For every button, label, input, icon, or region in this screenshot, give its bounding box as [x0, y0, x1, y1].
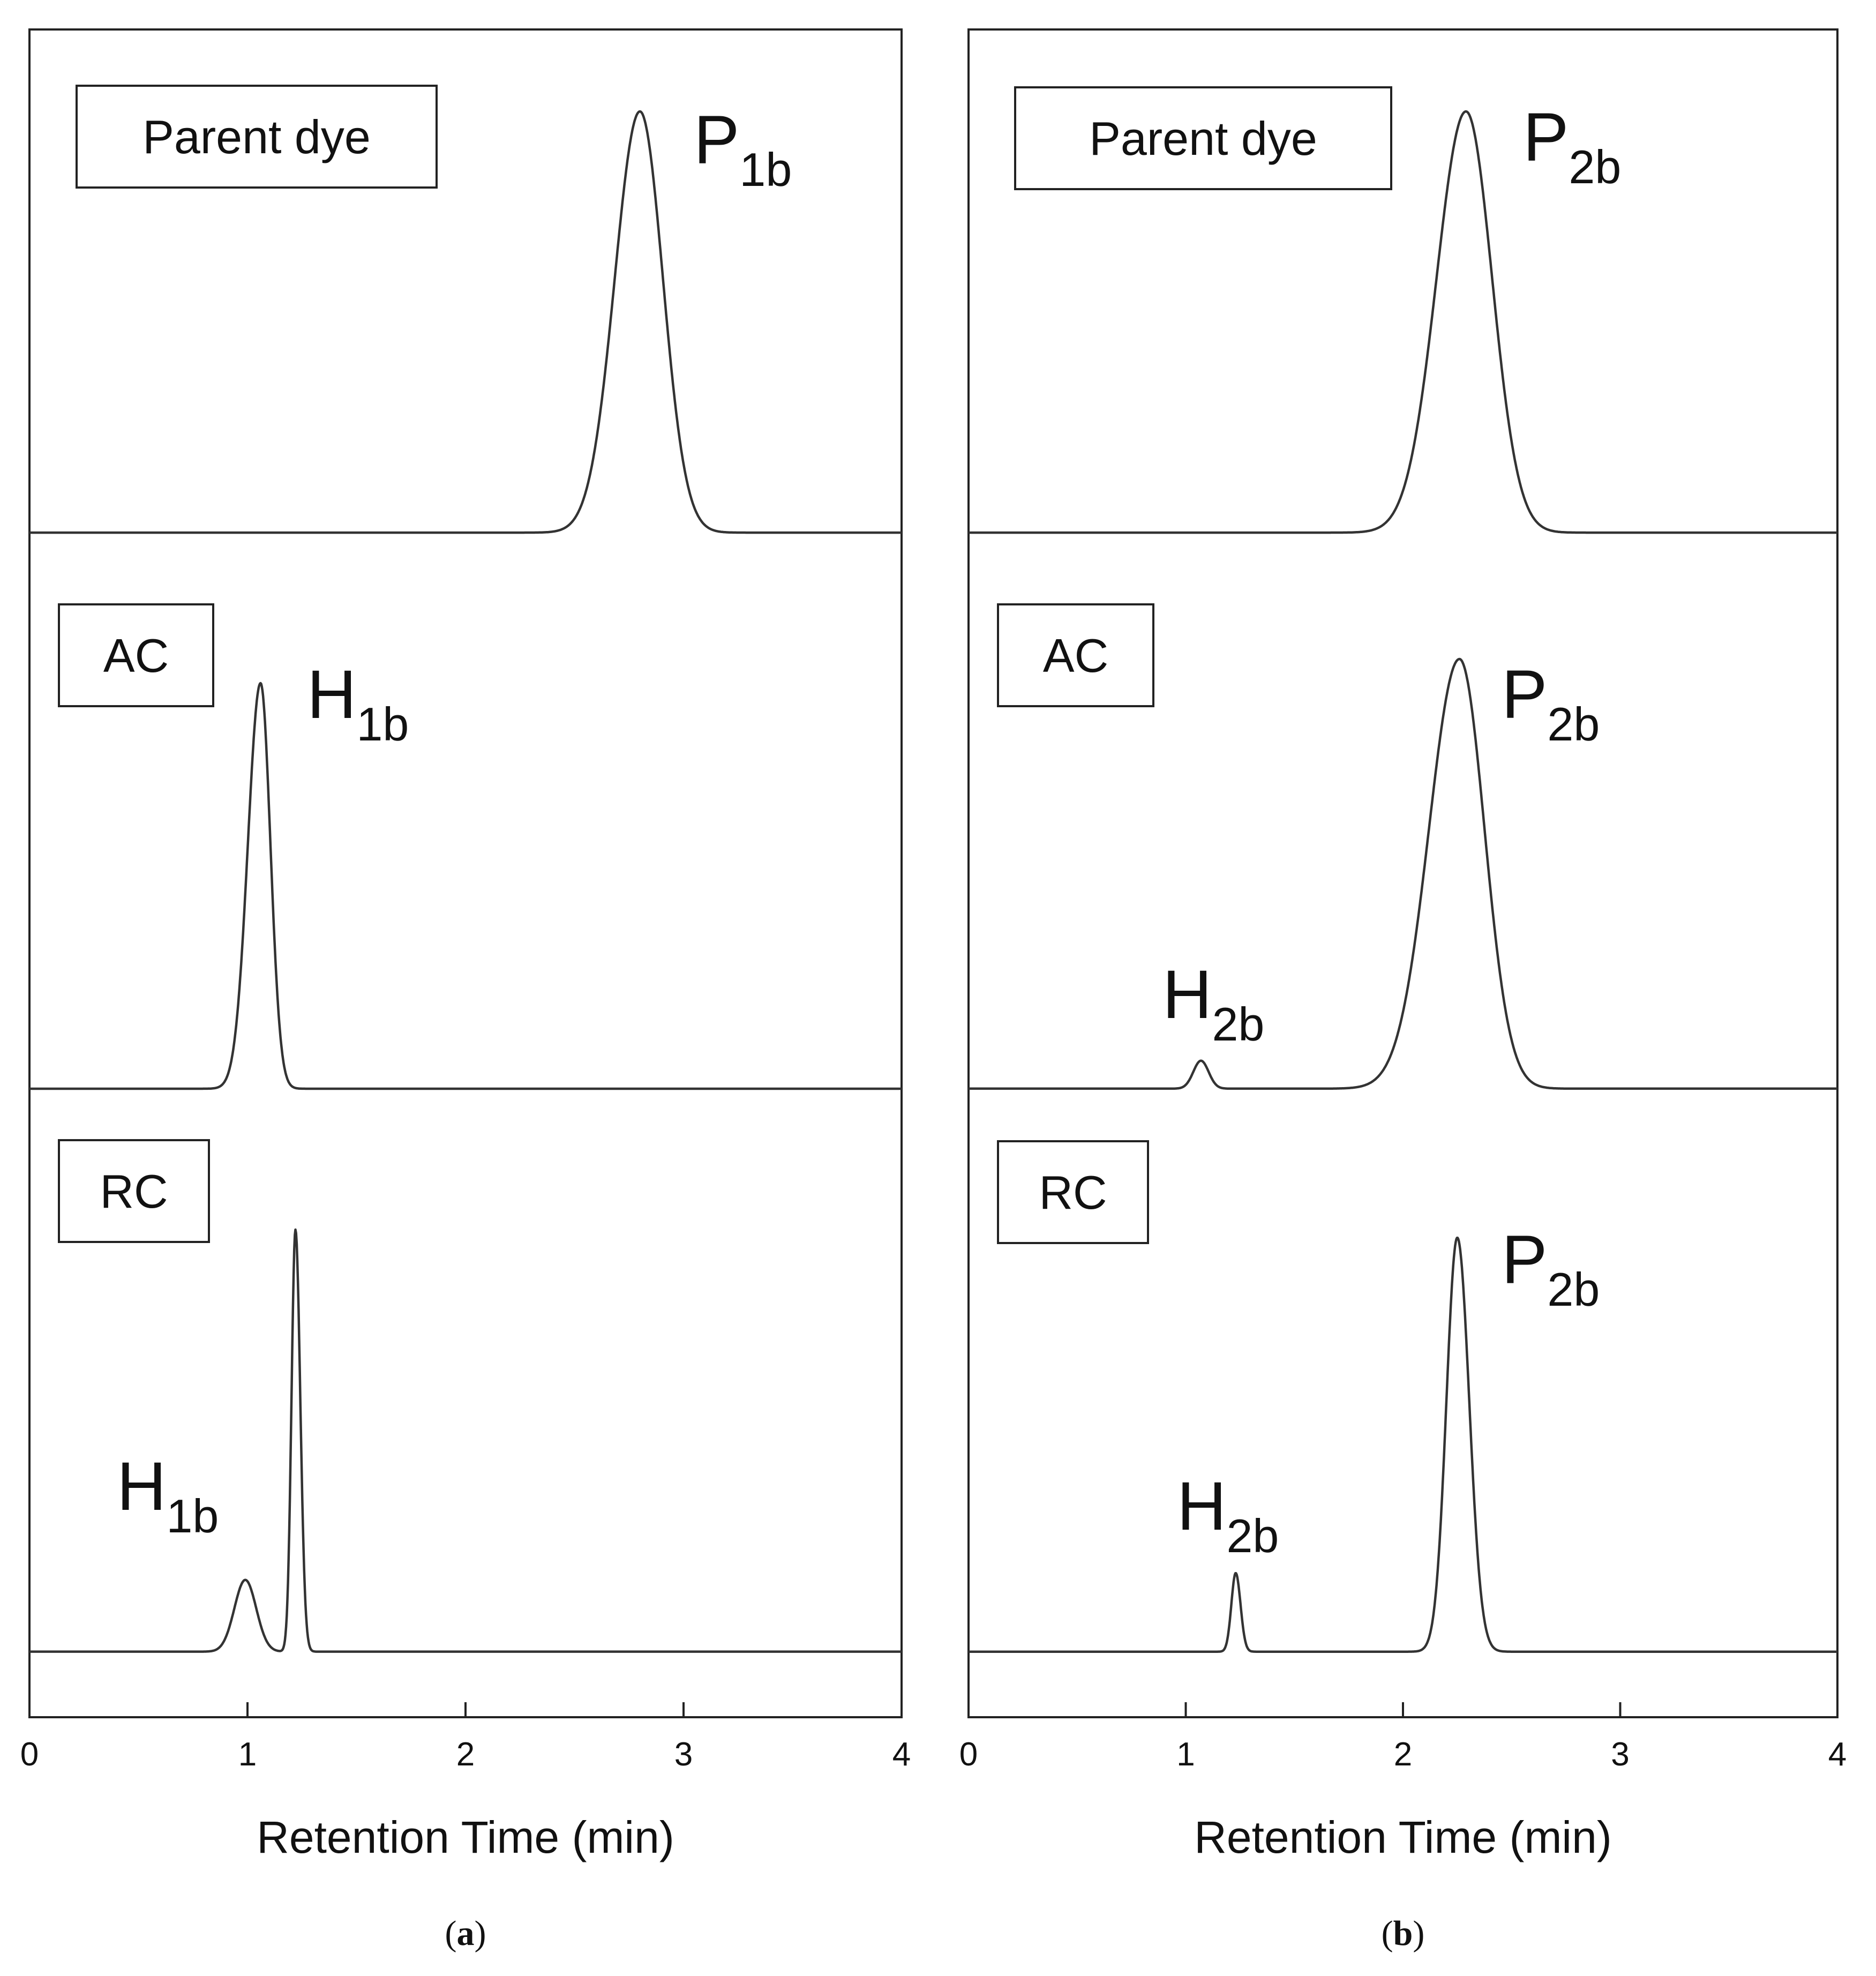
- x-tick-label: 1: [1176, 1736, 1195, 1773]
- sample-label: AC: [1043, 629, 1108, 682]
- panel-caption-close: ): [475, 1914, 486, 1953]
- peak-label-subscript: 2b: [1212, 998, 1264, 1051]
- plot-frame: [967, 28, 1839, 1718]
- peak-label: H1b: [117, 1448, 219, 1543]
- peak-label: P2b: [1523, 99, 1621, 193]
- sample-label-box: [997, 603, 1154, 707]
- x-axis-title: Retention Time (min): [1194, 1812, 1612, 1862]
- peak-label: H2b: [1162, 956, 1264, 1051]
- panel-caption-open: (: [1382, 1914, 1393, 1953]
- peak-label-subscript: 1b: [166, 1490, 219, 1543]
- sample-label: RC: [100, 1165, 168, 1218]
- peak-label-subscript: 1b: [739, 143, 792, 196]
- peak-label: P1b: [694, 102, 792, 196]
- peak-label: H1b: [307, 656, 409, 751]
- chromatogram-trace: [28, 110, 903, 534]
- chart-panel-b: Parent dye P2b AC H2b P2b RC H2b P2b 0 1 2 3 4 Retent…: [959, 28, 1847, 1953]
- panel-caption-letter: a: [457, 1914, 475, 1953]
- peak-label: H2b: [1177, 1468, 1279, 1562]
- peak-label-subscript: 2b: [1226, 1509, 1279, 1562]
- x-axis-title: Retention Time (min): [257, 1812, 674, 1862]
- peak-label-subscript: 2b: [1547, 1263, 1600, 1316]
- chromatogram-trace: [28, 682, 903, 1090]
- panel-caption-close: ): [1413, 1914, 1424, 1953]
- chromatogram-trace: [967, 657, 1839, 1090]
- peak-label-subscript: 2b: [1569, 140, 1621, 193]
- sample-label: RC: [1039, 1166, 1107, 1219]
- panel-caption-letter: b: [1393, 1914, 1413, 1953]
- sample-label-box: [58, 603, 214, 707]
- x-tick-label: 3: [674, 1736, 693, 1773]
- sample-label: Parent dye: [142, 110, 371, 163]
- panel-caption-open: (: [445, 1914, 457, 1953]
- sample-label: AC: [103, 629, 169, 682]
- x-tick-label: 2: [1394, 1736, 1412, 1773]
- sample-label-box: [997, 1140, 1149, 1244]
- x-tick-label: 1: [238, 1736, 257, 1773]
- sample-label-box: [76, 85, 438, 189]
- sample-label: Parent dye: [1089, 112, 1317, 165]
- peak-label-subscript: 2b: [1547, 698, 1600, 751]
- peak-label: P2b: [1502, 1222, 1600, 1316]
- x-tick-label: 0: [20, 1736, 39, 1773]
- peak-label-subscript: 1b: [356, 698, 409, 751]
- x-tick-label: 4: [892, 1736, 911, 1773]
- chromatogram-trace: [967, 1237, 1839, 1653]
- x-tick-label: 2: [456, 1736, 475, 1773]
- chromatogram-trace: [967, 110, 1839, 534]
- sample-label-box: [58, 1139, 210, 1243]
- chart-panel-a: Parent dye P1b AC H1b RC H1b 0 1 2 3 4 Retention Ti…: [20, 28, 911, 1953]
- peak-label: P2b: [1502, 656, 1600, 751]
- panel-caption: (a): [445, 1914, 486, 1953]
- panel-caption: (b): [1382, 1914, 1425, 1953]
- chromatogram-trace: [28, 1228, 903, 1653]
- x-tick-label: 3: [1611, 1736, 1629, 1773]
- sample-label-box: [1014, 86, 1392, 190]
- x-tick-label: 0: [959, 1736, 978, 1773]
- x-tick-label: 4: [1828, 1736, 1847, 1773]
